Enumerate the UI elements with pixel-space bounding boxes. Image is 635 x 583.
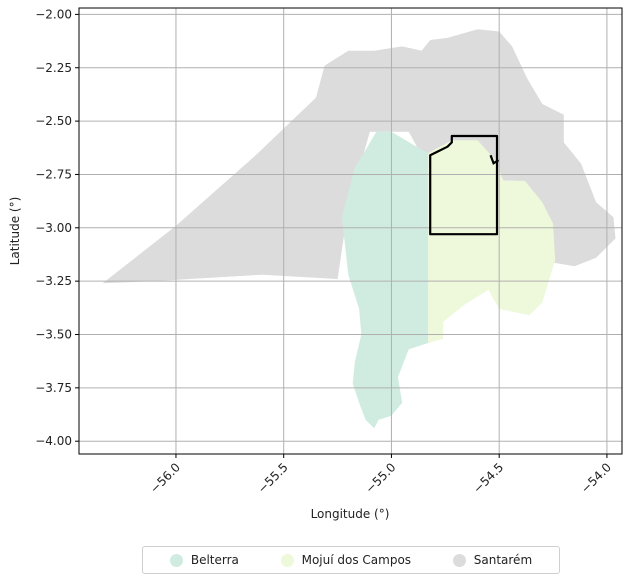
y-tick-label: −3.75	[35, 381, 72, 395]
legend-label: Belterra	[190, 553, 239, 567]
study-area-outline	[429, 134, 499, 236]
region-santarem	[102, 29, 616, 284]
legend-label: Santarém	[473, 553, 533, 567]
x-tick-label: −54.0	[578, 460, 614, 496]
y-tick-label: −3.50	[35, 327, 72, 341]
y-tick-label: −3.00	[35, 221, 72, 235]
outline-feature	[489, 154, 500, 165]
legend-label: Mojuí dos Campos	[301, 553, 412, 567]
plot-frame	[78, 7, 623, 455]
grid-layer	[79, 8, 622, 454]
legend-item-belterra: Belterra	[169, 553, 239, 567]
legend-item-mojui-dos-campos: Mojuí dos Campos	[280, 553, 412, 567]
y-tick-label: −2.75	[35, 167, 72, 181]
y-tick-label: −4.00	[35, 434, 72, 448]
region-belterra	[341, 131, 429, 429]
y-tick-label: −3.25	[35, 274, 72, 288]
legend-swatch	[169, 553, 183, 567]
regions-layer	[102, 29, 616, 429]
x-tick-label: −56.0	[147, 460, 183, 496]
region-mojui-dos-campos	[428, 140, 556, 343]
y-tick-label: −2.00	[35, 7, 72, 21]
x-axis-label: Longitude (°)	[311, 507, 390, 521]
x-tick-label: −55.5	[255, 460, 291, 496]
x-tick-label: −55.0	[363, 460, 399, 496]
legend-swatch	[280, 553, 294, 567]
legend-item-santarem: Santarém	[452, 553, 533, 567]
y-axis-label: Latitude (°)	[8, 197, 22, 266]
legend: Belterra Mojuí dos Campos Santarém	[142, 546, 560, 574]
legend-swatch	[452, 553, 466, 567]
outline-layer	[429, 134, 500, 236]
x-tick-label: −54.5	[470, 460, 506, 496]
y-tick-label: −2.50	[35, 114, 72, 128]
y-tick-label: −2.25	[35, 61, 72, 75]
